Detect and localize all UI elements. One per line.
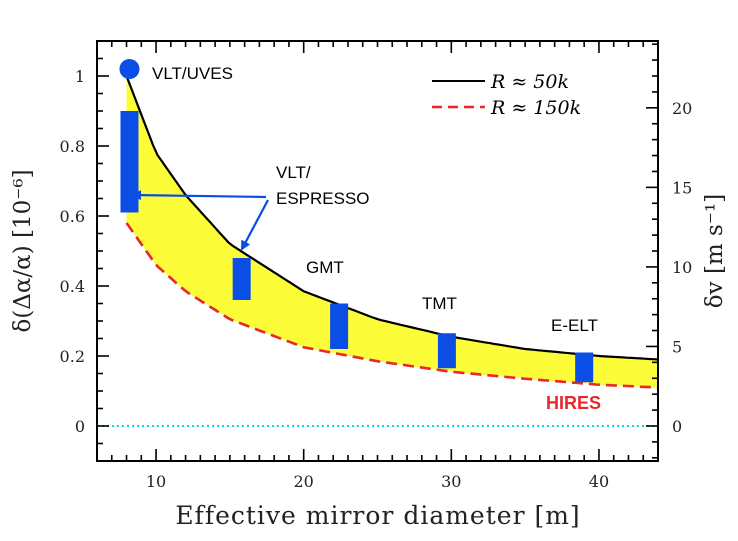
arrow-to-espresso-8m	[131, 190, 267, 201]
range-bar-1	[232, 258, 251, 300]
label-vlt-uves: VLT/UVES	[152, 64, 233, 83]
y-tick-label: 0	[75, 417, 85, 436]
legend-label-r150k: R ≈ 150k	[490, 97, 581, 119]
x-tick-label: 20	[294, 472, 314, 491]
y-tick-label: 1	[75, 67, 85, 86]
y2-tick-label: 0	[672, 417, 682, 436]
y2-tick-label: 5	[672, 337, 682, 356]
label-e-elt: E-ELT	[551, 316, 598, 335]
y-tick-label: 0.6	[60, 207, 85, 226]
series-line-r50k	[125, 75, 658, 361]
x-tick-label: 30	[441, 472, 461, 491]
y-axis-title: δ(Δα/α) [10⁻⁶]	[10, 169, 36, 332]
range-bar-0	[120, 111, 139, 213]
y2-tick-label: 15	[672, 178, 692, 197]
label-vlt: VLT/	[276, 163, 311, 182]
label-hires: HIRES	[546, 393, 601, 413]
y-tick-label: 0.2	[60, 347, 85, 366]
x-tick-label: 40	[589, 472, 609, 491]
espresso-arrows	[131, 190, 269, 251]
series-line-r150k	[125, 222, 658, 389]
range-bar-2	[330, 303, 349, 349]
x-axis-title: Effective mirror diameter [m]	[175, 501, 580, 530]
y2-tick-label: 20	[672, 99, 692, 118]
y2-tick-label: 10	[672, 258, 692, 277]
arrow-to-espresso-16m	[241, 199, 269, 251]
y-tick-label: 0.8	[60, 137, 85, 156]
y-tick-label: 0.4	[60, 277, 85, 296]
label-tmt: TMT	[422, 294, 457, 313]
label-gmt: GMT	[306, 258, 344, 277]
legend: R ≈ 50k R ≈ 150k	[432, 71, 581, 119]
legend-label-r50k: R ≈ 50k	[490, 71, 569, 93]
range-bar-4	[575, 352, 594, 383]
data-point-vlt-uves	[119, 59, 140, 79]
y2-axis-title: δv [m s⁻¹]	[702, 194, 728, 308]
x-tick-label: 10	[146, 472, 166, 491]
range-bar-3	[437, 333, 456, 369]
band-fill	[126, 76, 658, 388]
label-espresso: ESPRESSO	[276, 189, 370, 208]
